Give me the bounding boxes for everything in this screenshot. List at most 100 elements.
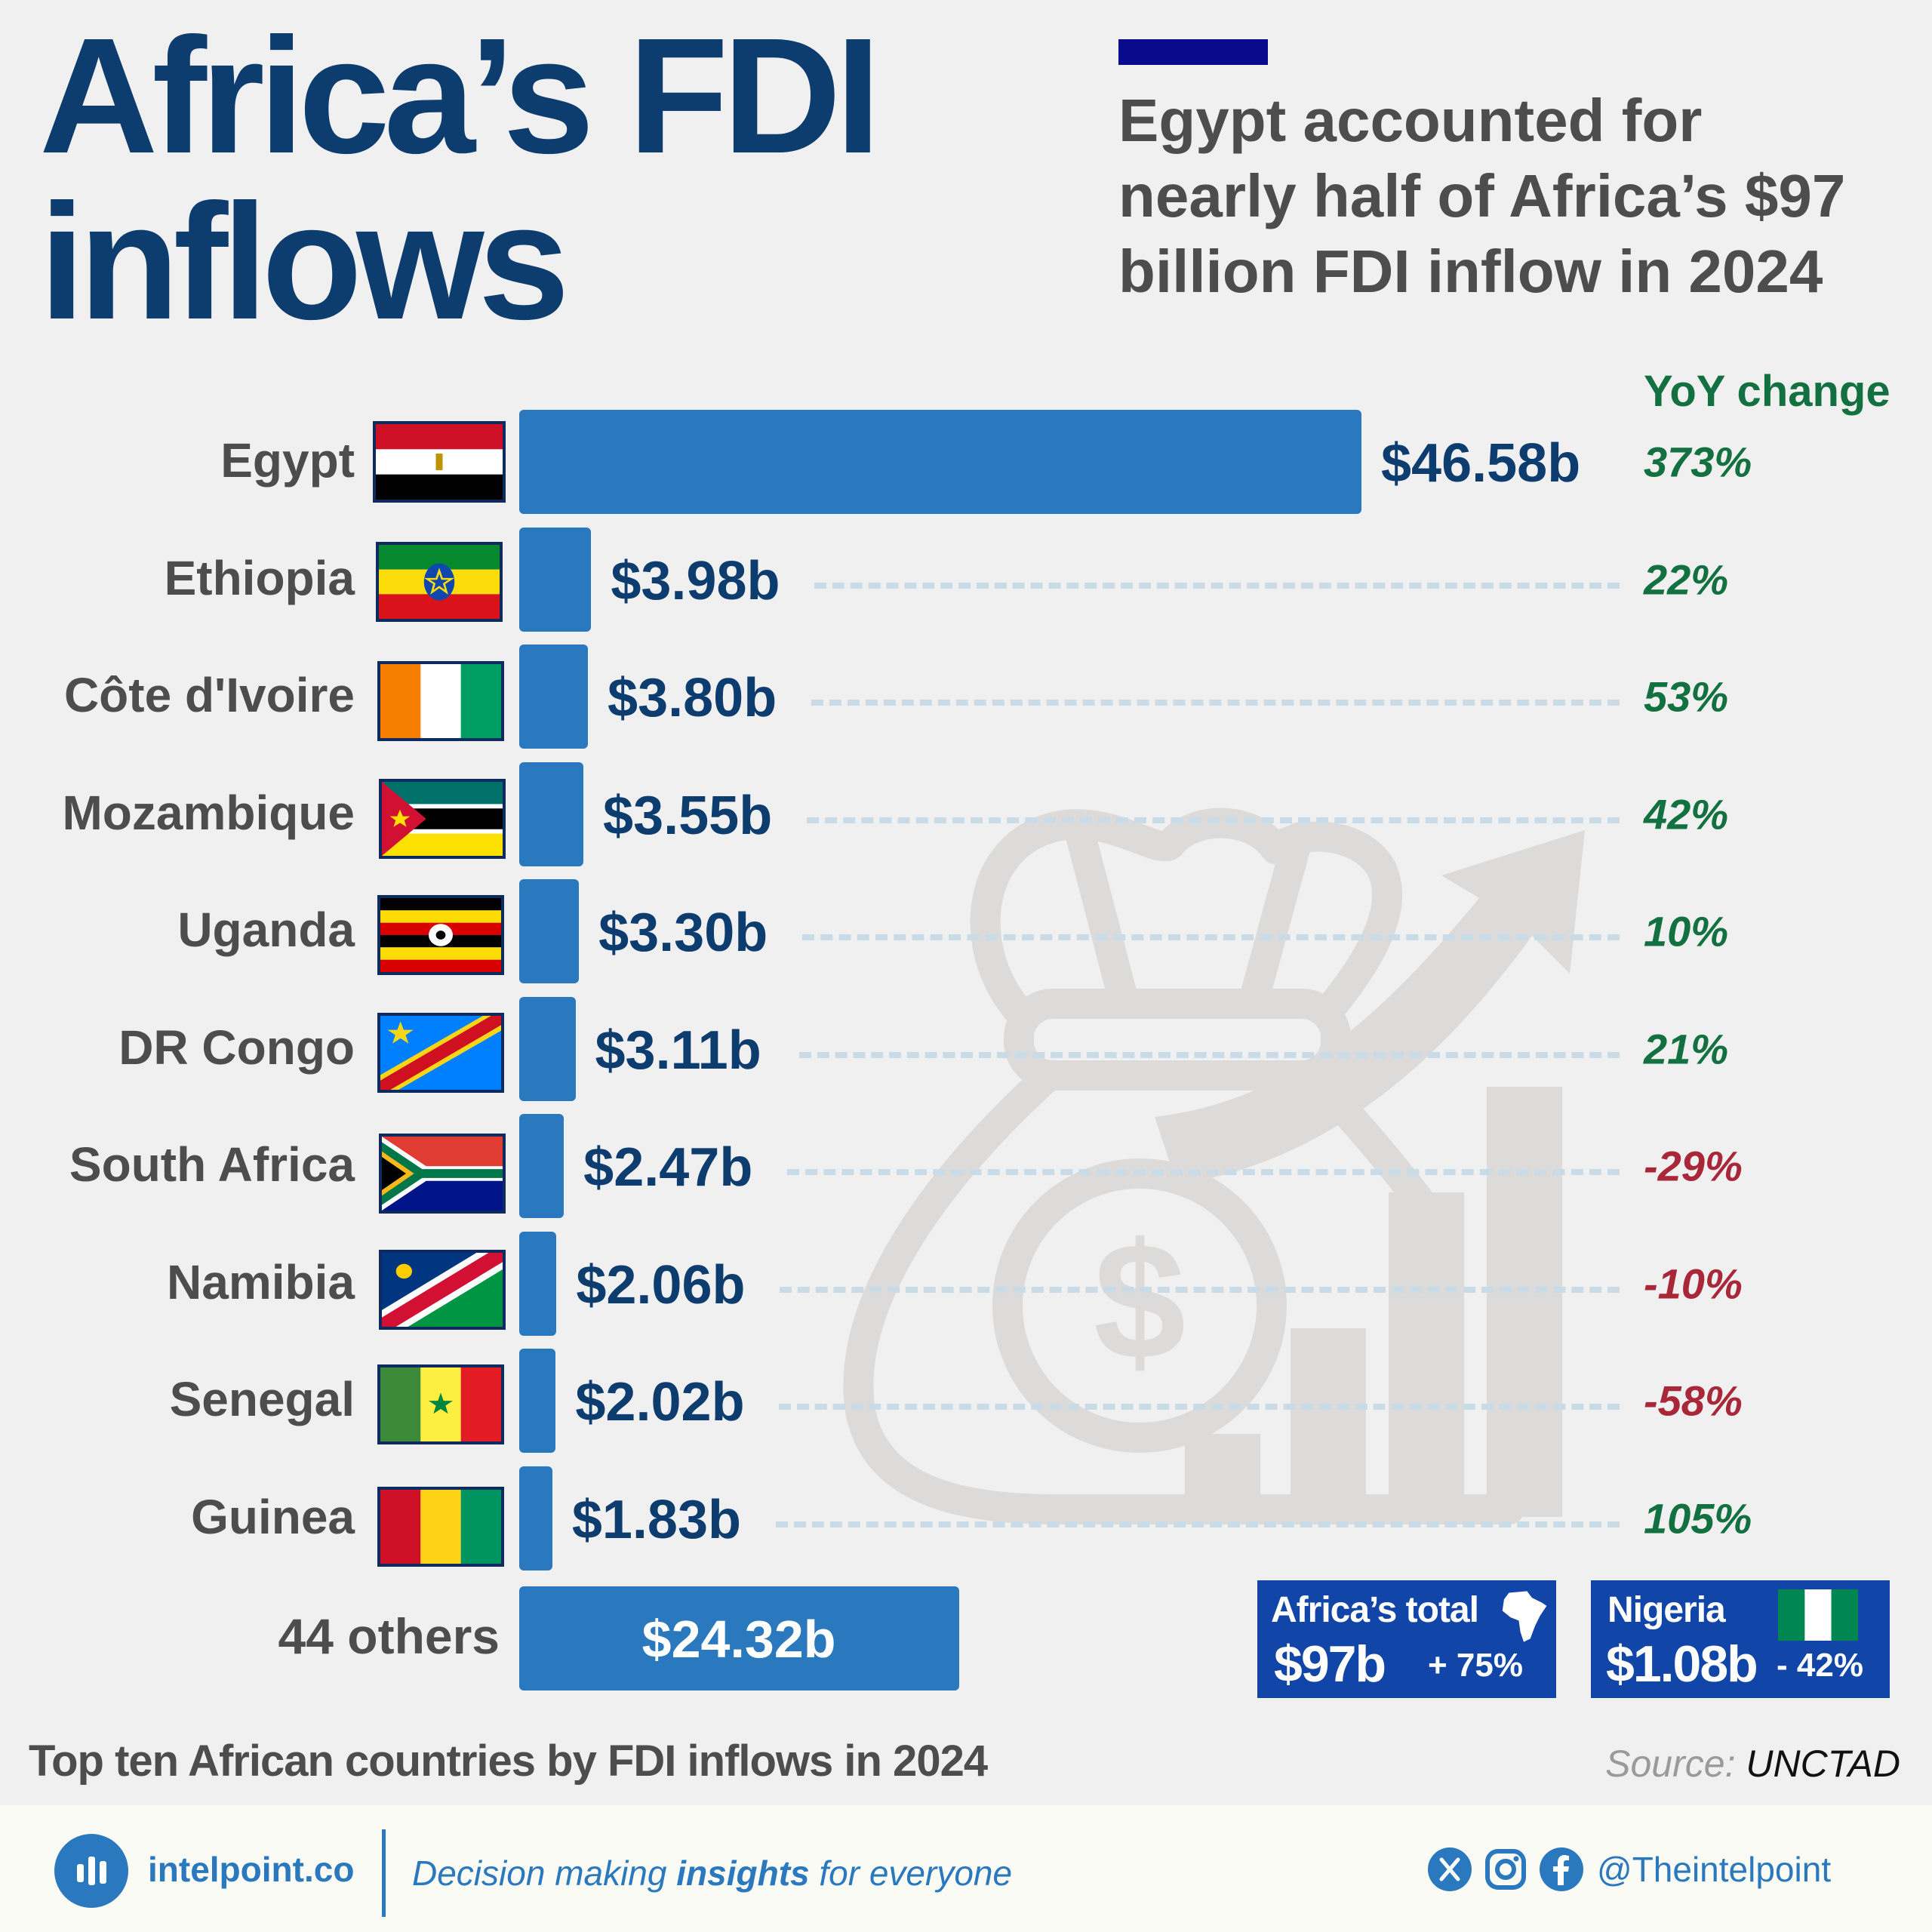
- bar-7: [519, 1231, 557, 1336]
- yoy-header: YoY change: [1644, 367, 1890, 416]
- intelpoint-logo-icon[interactable]: [54, 1834, 128, 1908]
- nigeria-flag-icon: [1778, 1589, 1858, 1641]
- yoy-label: 42%: [1644, 790, 1729, 838]
- nigeria-box: Nigeria $1.08b - 42%: [1591, 1580, 1890, 1698]
- tagline-post: for everyone: [809, 1854, 1013, 1893]
- footer: [0, 1805, 1932, 1932]
- yoy-label: 53%: [1644, 672, 1729, 721]
- subtitle-line: nearly half of Africa’s $97: [1118, 162, 1846, 229]
- africa-total-box: Africa’s total $97b + 75%: [1257, 1580, 1556, 1698]
- others-value-label: $24.32b: [641, 1610, 836, 1669]
- africa-map-icon: [1502, 1591, 1547, 1642]
- country-label: Guinea: [191, 1489, 355, 1544]
- chart-caption: Top ten African countries by FDI inflows…: [29, 1737, 988, 1786]
- leader-line: [807, 817, 1620, 823]
- yoy-label: -58%: [1644, 1377, 1743, 1425]
- bar-0: [519, 410, 1361, 514]
- leader-line: [775, 1521, 1620, 1527]
- country-label: Côte d'Ivoire: [63, 668, 355, 722]
- flag-egypt-icon: [373, 421, 506, 503]
- africa-total-label: Africa’s total: [1271, 1590, 1479, 1630]
- leader-line: [787, 1169, 1620, 1175]
- flag-namibia-icon: [379, 1250, 506, 1330]
- accent-bar: [1118, 39, 1268, 65]
- title-line: Africa’s FDI: [39, 5, 881, 188]
- value-label: $2.06b: [576, 1254, 746, 1315]
- yoy-label: 373%: [1644, 438, 1752, 486]
- africa-total-change: + 75%: [1428, 1647, 1523, 1684]
- subtitle-line: Egypt accounted for: [1118, 87, 1703, 154]
- value-label: $3.80b: [608, 668, 777, 728]
- leader-line: [802, 934, 1620, 940]
- bar-2: [519, 645, 589, 749]
- tagline-pre: Decision making: [412, 1854, 677, 1893]
- flag-guinea-icon: [377, 1487, 504, 1567]
- nigeria-change: - 42%: [1777, 1647, 1863, 1684]
- country-label: Senegal: [169, 1372, 355, 1426]
- flag-uganda-icon: [377, 895, 504, 975]
- flag-ethiopia-icon: [376, 542, 503, 622]
- money-bag-growth-watermark-icon: $: [843, 808, 1585, 1524]
- footer-handle[interactable]: @Theintelpoint: [1597, 1850, 1832, 1889]
- bar-1: [519, 527, 592, 632]
- others-label: 44 others: [278, 1608, 500, 1664]
- value-label: $3.30b: [598, 903, 768, 963]
- bar-8: [519, 1349, 556, 1453]
- bar-5: [519, 996, 576, 1101]
- svg-text:$: $: [1094, 1208, 1186, 1394]
- flag-dr-congo-icon: [377, 1013, 504, 1093]
- country-label: Ethiopia: [164, 550, 355, 605]
- yoy-label: 10%: [1644, 907, 1729, 955]
- source-prefix: Source:: [1605, 1743, 1736, 1785]
- yoy-label: 105%: [1644, 1494, 1752, 1542]
- bar-6: [519, 1114, 565, 1218]
- yoy-label: 21%: [1644, 1025, 1729, 1072]
- leader-line: [811, 700, 1620, 706]
- flag-cote-divoire-icon: [377, 661, 504, 741]
- yoy-label: -29%: [1644, 1142, 1743, 1190]
- footer-tagline: Decision making insights for everyone: [412, 1853, 1012, 1894]
- country-label: Mozambique: [62, 785, 355, 840]
- facebook-icon[interactable]: [1540, 1847, 1583, 1891]
- africa-total-value: $97b: [1274, 1635, 1386, 1693]
- flag-mozambique-icon: [379, 779, 506, 859]
- leader-line: [779, 1404, 1620, 1410]
- source-label: Source: UNCTAD: [1605, 1742, 1900, 1786]
- page-title: Africa’s FDI inflows: [39, 14, 1020, 346]
- country-label: Egypt: [220, 433, 355, 488]
- leader-line: [798, 1051, 1620, 1058]
- flag-senegal-icon: [377, 1364, 504, 1444]
- value-label: $1.83b: [571, 1489, 741, 1550]
- x-icon[interactable]: [1428, 1847, 1472, 1891]
- bar-4: [519, 879, 580, 983]
- instagram-icon[interactable]: [1484, 1847, 1527, 1891]
- value-label: $3.11b: [595, 1020, 761, 1081]
- bar-9: [519, 1466, 552, 1571]
- value-label: $3.55b: [603, 785, 773, 846]
- country-label: DR Congo: [118, 1020, 355, 1075]
- value-label: $2.02b: [575, 1372, 745, 1432]
- nigeria-label: Nigeria: [1607, 1590, 1726, 1630]
- others-bar: [519, 1586, 959, 1690]
- tagline-bold: insights: [676, 1854, 810, 1893]
- country-label: Uganda: [177, 903, 355, 957]
- yoy-label: 22%: [1644, 555, 1729, 603]
- footer-site-link[interactable]: intelpoint.co: [148, 1850, 355, 1889]
- country-label: South Africa: [69, 1137, 355, 1192]
- yoy-label: -10%: [1644, 1260, 1743, 1307]
- fdi-bar-chart: Egypt $46.58b 373% Ethiopia $3.98b 22% Côte d'…: [62, 410, 1752, 1571]
- bar-3: [519, 761, 584, 866]
- leader-line: [780, 1286, 1620, 1293]
- source-name: UNCTAD: [1746, 1743, 1900, 1785]
- leader-line: [814, 582, 1620, 589]
- title-line: inflows: [39, 171, 570, 354]
- subtitle-line: billion FDI inflow in 2024: [1118, 238, 1823, 305]
- footer-divider: [382, 1829, 386, 1917]
- country-label: Namibia: [167, 1254, 355, 1309]
- value-label: $46.58b: [1381, 433, 1581, 494]
- flag-south-africa-icon: [379, 1134, 506, 1214]
- subtitle: Egypt accounted for nearly half of Afric…: [1118, 83, 1918, 309]
- value-label: $2.47b: [583, 1137, 753, 1198]
- value-label: $3.98b: [611, 550, 780, 611]
- nigeria-value: $1.08b: [1606, 1635, 1758, 1693]
